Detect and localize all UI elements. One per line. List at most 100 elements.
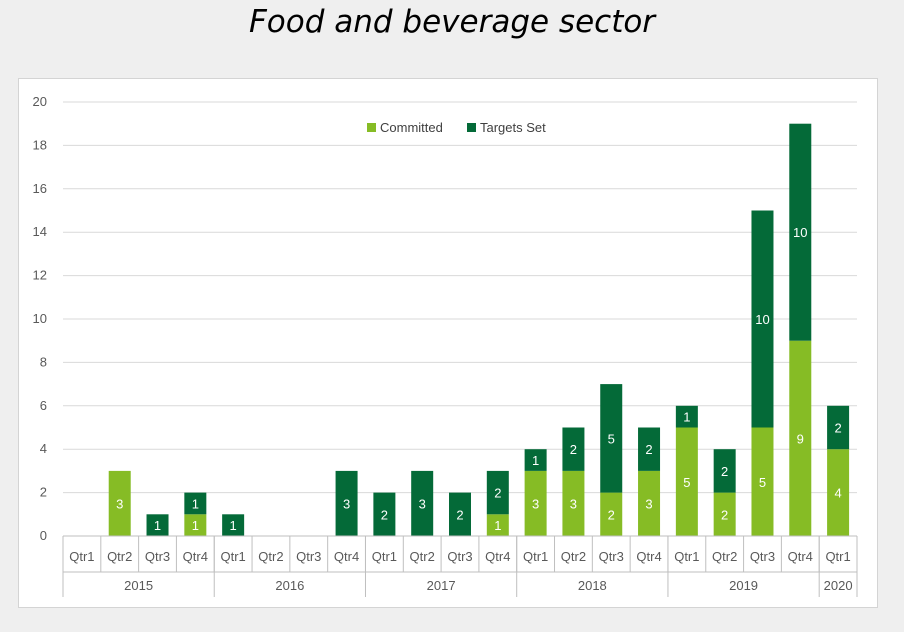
y-tick-label: 10 bbox=[33, 311, 47, 326]
x-tick-label: Qtr1 bbox=[372, 549, 397, 564]
data-label-committed: 2 bbox=[721, 507, 728, 522]
data-label-targets-set: 1 bbox=[683, 410, 690, 425]
x-tick-label: Qtr1 bbox=[674, 549, 699, 564]
x-tick-label: Qtr3 bbox=[750, 549, 775, 564]
x-tick-label: Qtr3 bbox=[599, 549, 624, 564]
bar-targets-set bbox=[789, 123, 812, 341]
data-label-committed: 5 bbox=[683, 475, 690, 490]
bar-targets-set bbox=[486, 470, 509, 515]
data-label-committed: 3 bbox=[532, 496, 539, 511]
chart-area: 0 2 4 6 8 10 12 14 16 18 20 3 1 1 1 1 3 2 3 2 1 2 3 1 3 2 2 5 3 2 5 1 2 2… bbox=[18, 78, 878, 608]
x-tick-label: Qtr2 bbox=[107, 549, 132, 564]
bar-targets-set bbox=[600, 384, 623, 493]
x-tick-label: Qtr2 bbox=[258, 549, 283, 564]
data-label-committed: 5 bbox=[759, 475, 766, 490]
x-group-label: 2017 bbox=[427, 578, 456, 593]
bar-committed bbox=[486, 514, 509, 536]
data-label-committed: 3 bbox=[570, 496, 577, 511]
legend-swatch bbox=[467, 123, 476, 132]
x-group-label: 2018 bbox=[578, 578, 607, 593]
chart-title: Food and beverage sector bbox=[248, 4, 656, 40]
data-label-committed: 9 bbox=[797, 431, 804, 446]
data-label-targets-set: 5 bbox=[608, 431, 615, 446]
bar-targets-set bbox=[146, 514, 169, 536]
data-label-targets-set: 10 bbox=[793, 225, 807, 240]
y-tick-label: 0 bbox=[40, 528, 47, 543]
y-tick-label: 6 bbox=[40, 398, 47, 413]
bar-targets-set bbox=[675, 405, 698, 428]
y-tick-label: 18 bbox=[33, 137, 47, 152]
bar-targets-set bbox=[713, 449, 736, 493]
y-tick-label: 14 bbox=[33, 224, 47, 239]
data-label-targets-set: 2 bbox=[834, 421, 841, 436]
data-label-targets-set: 1 bbox=[230, 518, 237, 533]
data-label-committed: 4 bbox=[834, 486, 841, 501]
x-group-label: 2015 bbox=[124, 578, 153, 593]
data-label-committed: 2 bbox=[608, 507, 615, 522]
bar-targets-set bbox=[638, 427, 661, 471]
y-tick-label: 12 bbox=[33, 268, 47, 283]
x-tick-label: Qtr1 bbox=[220, 549, 245, 564]
data-label-committed: 1 bbox=[192, 518, 199, 533]
data-label-targets-set: 2 bbox=[570, 442, 577, 457]
x-group-label: 2016 bbox=[275, 578, 304, 593]
bar-committed bbox=[713, 492, 736, 536]
bar-targets-set bbox=[524, 449, 547, 471]
bar-committed bbox=[562, 470, 585, 536]
bar-targets-set bbox=[827, 405, 850, 450]
x-tick-label: Qtr4 bbox=[788, 549, 813, 564]
x-group-label: 2020 bbox=[824, 578, 853, 593]
bar-targets-set bbox=[373, 492, 396, 536]
x-tick-label: Qtr1 bbox=[523, 549, 548, 564]
y-tick-label: 8 bbox=[40, 354, 47, 369]
data-label-targets-set: 1 bbox=[154, 518, 161, 533]
data-label-committed: 1 bbox=[494, 518, 501, 533]
x-tick-label: Qtr4 bbox=[183, 549, 208, 564]
x-tick-label: Qtr2 bbox=[410, 549, 435, 564]
data-label-targets-set: 1 bbox=[532, 453, 539, 468]
bar-committed bbox=[638, 470, 661, 536]
x-tick-label: Qtr4 bbox=[485, 549, 510, 564]
bar-committed bbox=[524, 470, 547, 536]
x-tick-label: Qtr2 bbox=[561, 549, 586, 564]
data-label-targets-set: 2 bbox=[456, 507, 463, 522]
bar-committed bbox=[600, 492, 623, 536]
bar-targets-set bbox=[562, 427, 585, 471]
data-label-targets-set: 3 bbox=[419, 496, 426, 511]
bar-targets-set bbox=[449, 492, 471, 536]
data-label-targets-set: 3 bbox=[343, 496, 350, 511]
data-label-committed: 3 bbox=[645, 496, 652, 511]
bar-committed bbox=[789, 340, 812, 536]
bar-targets-set bbox=[222, 514, 245, 536]
bar-committed bbox=[751, 427, 774, 536]
legend-label: Targets Set bbox=[480, 120, 546, 135]
x-tick-label: Qtr3 bbox=[447, 549, 472, 564]
data-label-committed: 3 bbox=[116, 496, 123, 511]
data-label-targets-set: 10 bbox=[755, 312, 769, 327]
data-label-targets-set: 2 bbox=[494, 486, 501, 501]
legend-label: Committed bbox=[380, 120, 443, 135]
data-label-targets-set: 2 bbox=[645, 442, 652, 457]
legend-swatch bbox=[367, 123, 376, 132]
y-tick-label: 2 bbox=[40, 485, 47, 500]
bar-committed bbox=[184, 514, 207, 536]
x-tick-label: Qtr3 bbox=[145, 549, 170, 564]
y-tick-label: 20 bbox=[33, 94, 47, 109]
x-tick-label: Qtr2 bbox=[712, 549, 737, 564]
y-tick-label: 4 bbox=[40, 441, 47, 456]
data-label-targets-set: 2 bbox=[721, 464, 728, 479]
x-tick-label: Qtr1 bbox=[69, 549, 94, 564]
x-tick-label: Qtr4 bbox=[334, 549, 359, 564]
x-tick-label: Qtr1 bbox=[825, 549, 850, 564]
data-label-targets-set: 1 bbox=[192, 496, 199, 511]
bar-committed bbox=[827, 449, 850, 536]
bar-targets-set bbox=[184, 492, 207, 515]
bar-committed bbox=[108, 470, 131, 536]
data-label-targets-set: 2 bbox=[381, 507, 388, 522]
bar-targets-set bbox=[335, 470, 358, 536]
y-tick-label: 16 bbox=[33, 181, 47, 196]
x-group-label: 2019 bbox=[729, 578, 758, 593]
bar-targets-set bbox=[411, 470, 434, 536]
x-tick-label: Qtr3 bbox=[296, 549, 321, 564]
